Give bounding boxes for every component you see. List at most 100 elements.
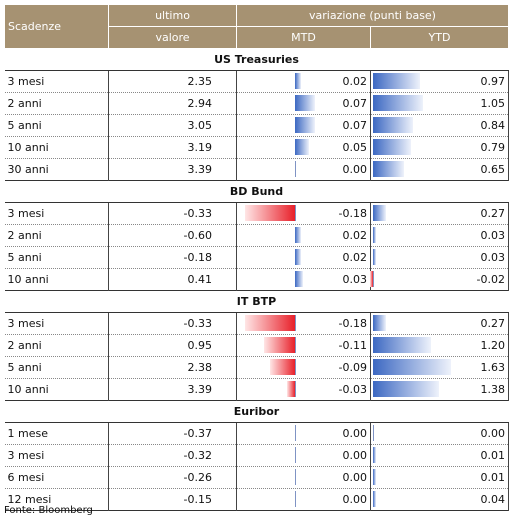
section-header: Euribor — [4, 400, 509, 423]
mtd-value: 0.05 — [342, 141, 368, 154]
mtd-bar — [295, 271, 304, 287]
section-header: BD Bund — [4, 180, 509, 203]
section-header: US Treasuries — [4, 48, 509, 71]
ytd-value: 0.65 — [480, 163, 506, 176]
ytd-bar — [373, 139, 411, 155]
mtd-axis-line — [295, 425, 296, 441]
header-mtd: MTD — [236, 26, 371, 49]
table-row: 3 mesi -0.33 -0.18 0.27 — [4, 202, 509, 225]
table-row: 5 anni 2.38 -0.09 1.63 — [4, 356, 509, 379]
ytd-bar — [373, 447, 376, 463]
ytd-axis-line — [373, 271, 374, 287]
maturity-label: 5 anni — [4, 356, 109, 379]
maturity-label: 10 anni — [4, 136, 109, 159]
mtd-cell: 0.00 — [236, 158, 371, 181]
ytd-bar — [373, 469, 376, 485]
last-value: 2.35 — [108, 70, 237, 93]
last-value: -0.37 — [108, 422, 237, 445]
maturity-label: 2 anni — [4, 334, 109, 357]
mtd-cell: 0.00 — [236, 422, 371, 445]
table-row: 1 mese -0.37 0.00 0.00 — [4, 422, 509, 445]
ytd-value: 0.03 — [480, 251, 506, 264]
last-value: 2.94 — [108, 92, 237, 115]
ytd-cell: 1.20 — [370, 334, 509, 357]
mtd-bar — [286, 381, 295, 397]
maturity-label: 3 mesi — [4, 70, 109, 93]
table-row: 5 anni 3.05 0.07 0.84 — [4, 114, 509, 137]
maturity-label: 3 mesi — [4, 444, 109, 467]
maturity-label: 3 mesi — [4, 312, 109, 335]
mtd-cell: 0.03 — [236, 268, 371, 291]
ytd-value: 0.01 — [480, 471, 506, 484]
section-title: IT BTP — [4, 290, 509, 313]
ytd-bar — [373, 73, 420, 89]
yield-table: Scadenze ultimo variazione (punti base) … — [4, 4, 509, 511]
ytd-value: 1.63 — [480, 361, 506, 374]
mtd-cell: 0.00 — [236, 466, 371, 489]
ytd-bar — [373, 359, 452, 375]
mtd-axis-line — [295, 381, 296, 397]
mtd-value: 0.02 — [342, 251, 368, 264]
table-row: 12 mesi -0.15 0.00 0.04 — [4, 488, 509, 511]
mtd-bar — [295, 117, 315, 133]
table-row: 6 mesi -0.26 0.00 0.01 — [4, 466, 509, 489]
table-row: 3 mesi -0.33 -0.18 0.27 — [4, 312, 509, 335]
maturity-label: 2 anni — [4, 92, 109, 115]
mtd-bar — [244, 315, 295, 331]
section-header: IT BTP — [4, 290, 509, 313]
ytd-cell: 0.79 — [370, 136, 509, 159]
ytd-cell: 1.63 — [370, 356, 509, 379]
table-row: 2 anni 2.94 0.07 1.05 — [4, 92, 509, 115]
ytd-cell: 0.27 — [370, 312, 509, 335]
mtd-bar — [264, 337, 295, 353]
ytd-bar — [373, 249, 376, 265]
mtd-cell: 0.00 — [236, 444, 371, 467]
table-row: 2 anni 0.95 -0.11 1.20 — [4, 334, 509, 357]
mtd-value: 0.00 — [342, 493, 368, 506]
table-row: 3 mesi 2.35 0.02 0.97 — [4, 70, 509, 93]
ytd-axis-line — [373, 425, 374, 441]
mtd-value: 0.00 — [342, 427, 368, 440]
source-footnote: Fonte: Bloomberg — [4, 505, 93, 516]
mtd-value: -0.03 — [338, 383, 367, 396]
mtd-cell: 0.02 — [236, 224, 371, 247]
last-value: -0.18 — [108, 246, 237, 269]
table-row: 10 anni 3.19 0.05 0.79 — [4, 136, 509, 159]
header-ytd: YTD — [370, 26, 509, 49]
last-value: 0.95 — [108, 334, 237, 357]
section-title: US Treasuries — [4, 48, 509, 71]
ytd-cell: 0.97 — [370, 70, 509, 93]
mtd-bar — [295, 95, 315, 111]
mtd-value: 0.00 — [342, 471, 368, 484]
maturity-label: 5 anni — [4, 114, 109, 137]
mtd-bar — [295, 249, 301, 265]
mtd-value: 0.07 — [342, 97, 368, 110]
mtd-value: 0.02 — [342, 75, 368, 88]
ytd-cell: 0.00 — [370, 422, 509, 445]
mtd-value: -0.18 — [338, 317, 367, 330]
header-variazione: variazione (punti base) — [236, 4, 509, 27]
last-value: -0.15 — [108, 488, 237, 511]
ytd-bar — [373, 117, 414, 133]
header-ultimo: ultimo — [108, 4, 237, 27]
mtd-cell: -0.18 — [236, 202, 371, 225]
last-value: -0.33 — [108, 312, 237, 335]
ytd-value: 0.84 — [480, 119, 506, 132]
mtd-axis-line — [295, 205, 296, 221]
last-value: 3.39 — [108, 378, 237, 401]
mtd-cell: -0.03 — [236, 378, 371, 401]
table-row: 5 anni -0.18 0.02 0.03 — [4, 246, 509, 269]
mtd-bar — [295, 73, 301, 89]
mtd-value: 0.00 — [342, 163, 368, 176]
mtd-value: 0.00 — [342, 449, 368, 462]
mtd-value: 0.02 — [342, 229, 368, 242]
last-value: 3.39 — [108, 158, 237, 181]
mtd-axis-line — [295, 315, 296, 331]
last-value: -0.60 — [108, 224, 237, 247]
ytd-bar — [373, 95, 424, 111]
mtd-cell: 0.02 — [236, 70, 371, 93]
mtd-value: 0.07 — [342, 119, 368, 132]
header-scadenze: Scadenze — [4, 4, 109, 49]
ytd-cell: 1.38 — [370, 378, 509, 401]
ytd-value: -0.02 — [476, 273, 505, 286]
